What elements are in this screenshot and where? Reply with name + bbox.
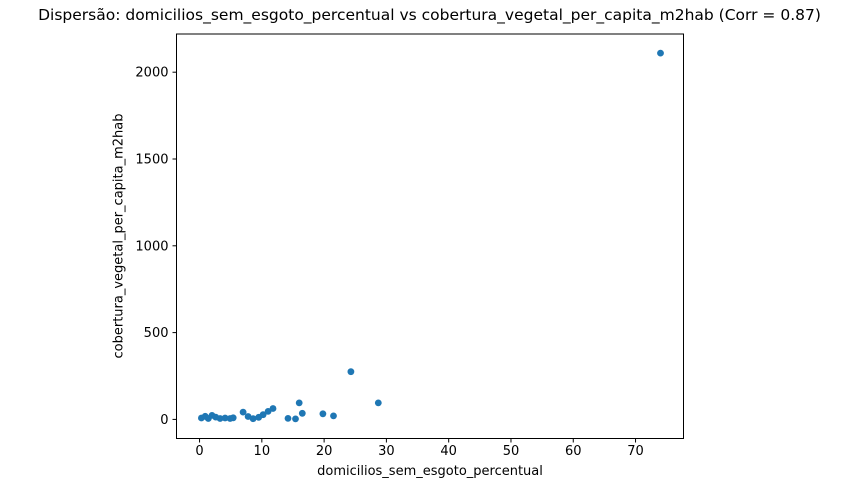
data-point bbox=[319, 410, 327, 418]
x-tick-label: 0 bbox=[195, 444, 203, 459]
chart-title: Dispersão: domicilios_sem_esgoto_percent… bbox=[38, 6, 821, 24]
data-point bbox=[239, 408, 247, 416]
x-axis-label: domicilios_sem_esgoto_percentual bbox=[317, 464, 543, 479]
y-tick-label: 2000 bbox=[135, 66, 168, 81]
y-tick-label: 1000 bbox=[135, 239, 168, 254]
x-tick-label: 30 bbox=[378, 444, 395, 459]
data-point bbox=[249, 415, 257, 423]
y-axis-label: cobertura_vegetal_per_capita_m2hab bbox=[111, 113, 127, 359]
data-point bbox=[259, 411, 267, 419]
data-point bbox=[292, 415, 299, 423]
data-point bbox=[284, 415, 292, 422]
data-point bbox=[330, 412, 337, 420]
y-tick-label: 500 bbox=[144, 326, 169, 341]
data-point bbox=[229, 414, 237, 422]
x-tick-label: 60 bbox=[565, 444, 582, 459]
data-point bbox=[216, 415, 224, 422]
data-point bbox=[269, 405, 277, 412]
data-point bbox=[374, 399, 382, 407]
x-tick-label: 10 bbox=[254, 444, 271, 459]
data-point bbox=[347, 368, 355, 376]
x-tick-label: 50 bbox=[503, 444, 520, 459]
x-tick-label: 20 bbox=[316, 444, 333, 459]
y-tick-label: 1500 bbox=[135, 152, 168, 167]
axes-frame bbox=[176, 33, 684, 439]
x-tick-label: 70 bbox=[627, 444, 644, 459]
data-point bbox=[264, 408, 272, 415]
y-tick-label: 0 bbox=[160, 413, 168, 428]
data-point bbox=[221, 414, 229, 422]
x-tick-label: 40 bbox=[440, 444, 457, 459]
data-point bbox=[295, 399, 303, 407]
data-point bbox=[298, 409, 306, 417]
data-point bbox=[657, 49, 664, 57]
